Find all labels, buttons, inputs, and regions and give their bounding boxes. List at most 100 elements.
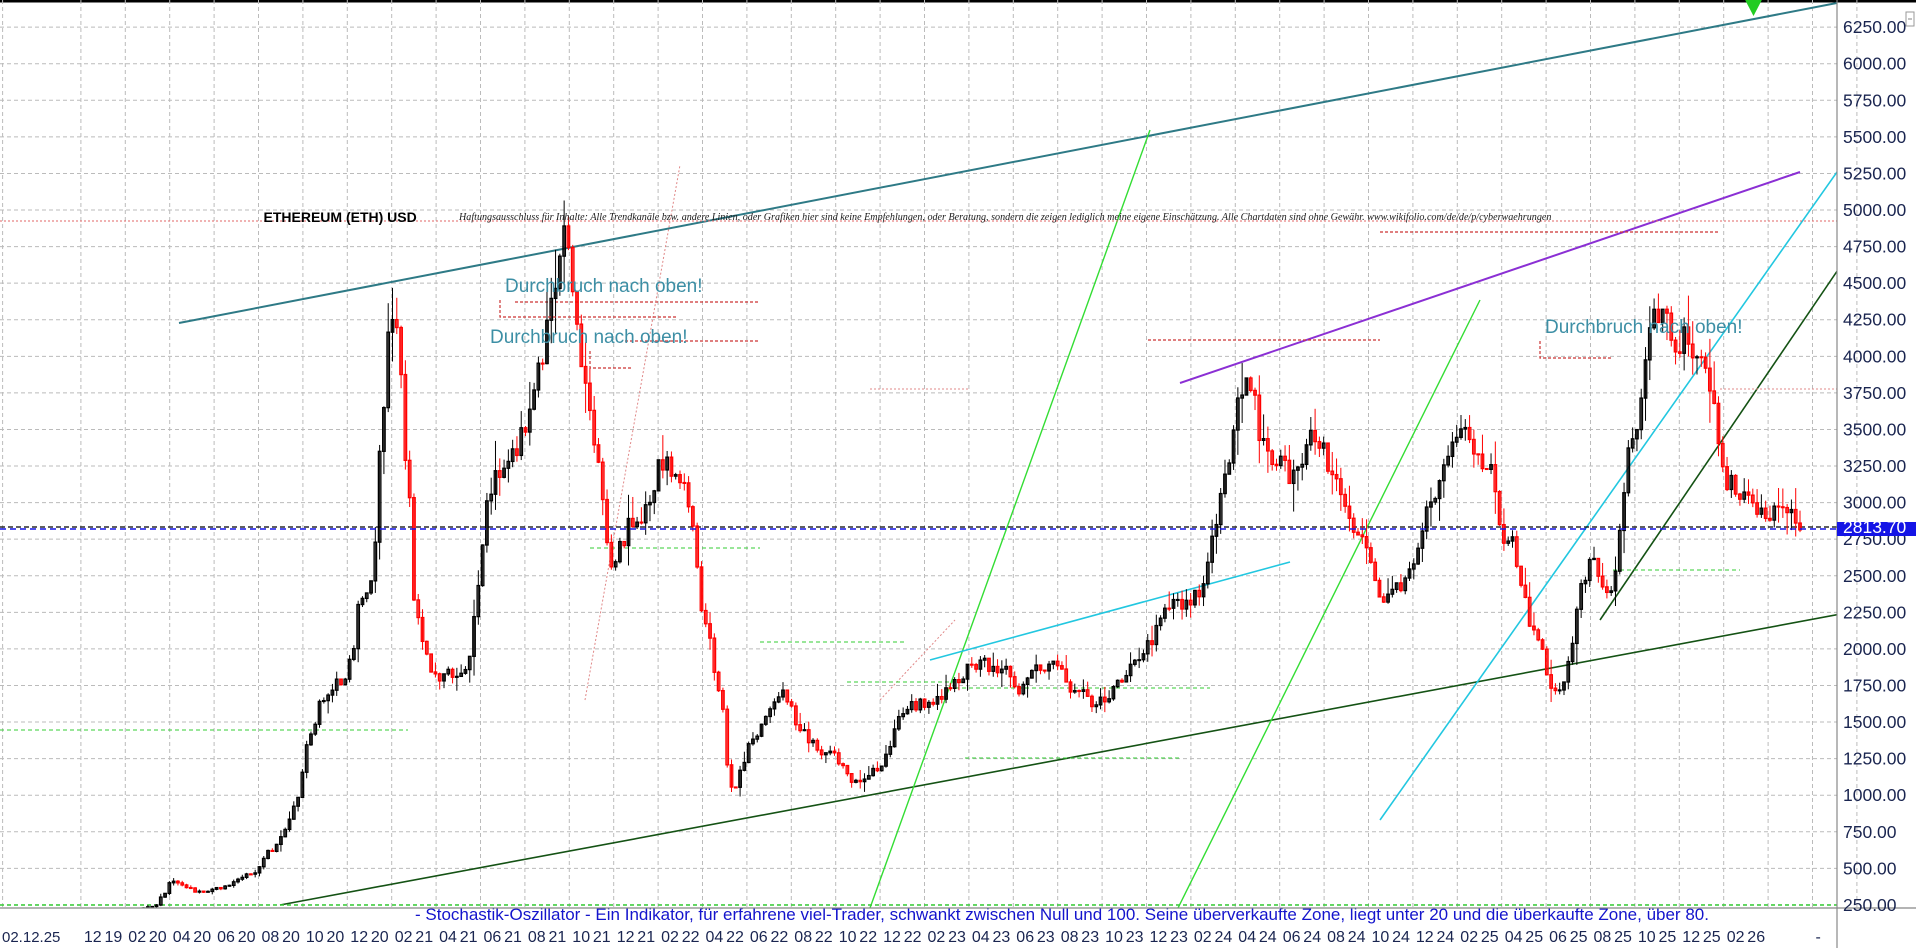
svg-text:3250.00: 3250.00: [1843, 456, 1907, 476]
svg-text:1250.00: 1250.00: [1843, 749, 1907, 769]
svg-text:22: 22: [815, 929, 833, 946]
svg-text:22: 22: [682, 929, 700, 946]
svg-text:06: 06: [1016, 929, 1034, 946]
svg-text:04: 04: [439, 929, 457, 946]
svg-text:23: 23: [1037, 929, 1055, 946]
svg-text:20: 20: [238, 929, 256, 946]
svg-text:10: 10: [306, 929, 324, 946]
svg-text:500.00: 500.00: [1843, 858, 1897, 878]
svg-text:1500.00: 1500.00: [1843, 712, 1907, 732]
svg-text:24: 24: [1259, 929, 1277, 946]
svg-text:24: 24: [1437, 929, 1455, 946]
svg-text:Haftungsausschluss für Inhalte: Haftungsausschluss für Inhalte: Alle Tre…: [458, 212, 1551, 223]
svg-text:6000.00: 6000.00: [1843, 54, 1907, 74]
svg-text:24: 24: [1215, 929, 1233, 946]
svg-text:02: 02: [661, 929, 679, 946]
svg-text:21: 21: [637, 929, 655, 946]
svg-text:5750.00: 5750.00: [1843, 90, 1907, 110]
svg-text:20: 20: [282, 929, 300, 946]
svg-text:12: 12: [84, 929, 102, 946]
svg-text:4750.00: 4750.00: [1843, 237, 1907, 257]
svg-text:2000.00: 2000.00: [1843, 639, 1907, 659]
svg-text:25: 25: [1614, 929, 1632, 946]
svg-text:25: 25: [1570, 929, 1588, 946]
svg-text:25: 25: [1481, 929, 1499, 946]
svg-text:10: 10: [1105, 929, 1123, 946]
svg-text:02: 02: [1727, 929, 1745, 946]
svg-text:750.00: 750.00: [1843, 822, 1897, 842]
svg-text:6250.00: 6250.00: [1843, 17, 1907, 37]
svg-text:04: 04: [706, 929, 724, 946]
svg-text:06: 06: [217, 929, 235, 946]
svg-text:23: 23: [948, 929, 966, 946]
svg-text:23: 23: [1126, 929, 1144, 946]
svg-text:23: 23: [1170, 929, 1188, 946]
svg-text:06: 06: [1549, 929, 1567, 946]
svg-text:23: 23: [1081, 929, 1099, 946]
svg-text:4000.00: 4000.00: [1843, 346, 1907, 366]
svg-text:04: 04: [1238, 929, 1256, 946]
svg-text:02: 02: [128, 929, 146, 946]
svg-text:10: 10: [572, 929, 590, 946]
svg-text:2250.00: 2250.00: [1843, 602, 1907, 622]
svg-text:23: 23: [993, 929, 1011, 946]
svg-text:3500.00: 3500.00: [1843, 419, 1907, 439]
svg-text:20: 20: [193, 929, 211, 946]
svg-text:22: 22: [859, 929, 877, 946]
svg-text:ETHEREUM (ETH) USD: ETHEREUM (ETH) USD: [264, 209, 417, 225]
svg-text:12: 12: [1416, 929, 1434, 946]
svg-text:02: 02: [1460, 929, 1478, 946]
svg-text:10: 10: [839, 929, 857, 946]
svg-text:250.00: 250.00: [1843, 895, 1897, 915]
svg-text:06: 06: [1283, 929, 1301, 946]
svg-text:08: 08: [794, 929, 812, 946]
svg-text:21: 21: [415, 929, 433, 946]
svg-text:1000.00: 1000.00: [1843, 785, 1907, 805]
svg-text:24: 24: [1348, 929, 1366, 946]
svg-text:25: 25: [1703, 929, 1721, 946]
svg-text:-: -: [1816, 929, 1821, 946]
svg-text:12: 12: [1682, 929, 1700, 946]
svg-text:12: 12: [883, 929, 901, 946]
svg-text:5250.00: 5250.00: [1843, 163, 1907, 183]
svg-text:06: 06: [750, 929, 768, 946]
svg-text:08: 08: [262, 929, 280, 946]
svg-text:24: 24: [1392, 929, 1410, 946]
svg-text:04: 04: [173, 929, 191, 946]
svg-text:20: 20: [149, 929, 167, 946]
svg-text:19: 19: [105, 929, 123, 946]
svg-text:4250.00: 4250.00: [1843, 310, 1907, 330]
svg-text:24: 24: [1303, 929, 1321, 946]
svg-text:08: 08: [528, 929, 546, 946]
svg-text:26: 26: [1747, 929, 1765, 946]
svg-text:25: 25: [1659, 929, 1677, 946]
svg-text:10: 10: [1638, 929, 1656, 946]
svg-text:02: 02: [928, 929, 946, 946]
svg-text:5000.00: 5000.00: [1843, 200, 1907, 220]
svg-text:2500.00: 2500.00: [1843, 566, 1907, 586]
svg-text:20: 20: [371, 929, 389, 946]
svg-text:5500.00: 5500.00: [1843, 127, 1907, 147]
svg-text:12: 12: [617, 929, 635, 946]
svg-text:21: 21: [593, 929, 611, 946]
svg-text:02: 02: [1194, 929, 1212, 946]
svg-text:22: 22: [904, 929, 922, 946]
svg-text:21: 21: [504, 929, 522, 946]
svg-text:Durchbruch nach oben!: Durchbruch nach oben!: [505, 276, 703, 297]
svg-text:1750.00: 1750.00: [1843, 675, 1907, 695]
svg-text:4500.00: 4500.00: [1843, 273, 1907, 293]
svg-text:04: 04: [972, 929, 990, 946]
svg-text:Durchbruch nach oben!: Durchbruch nach oben!: [490, 327, 688, 348]
svg-text:08: 08: [1594, 929, 1612, 946]
svg-text:02: 02: [395, 929, 413, 946]
svg-text:21: 21: [549, 929, 567, 946]
svg-text:Durchbruch nach oben!: Durchbruch nach oben!: [1545, 317, 1743, 338]
svg-text:21: 21: [460, 929, 478, 946]
svg-text:25: 25: [1525, 929, 1543, 946]
svg-text:06: 06: [484, 929, 502, 946]
svg-text:3000.00: 3000.00: [1843, 493, 1907, 513]
svg-text:10: 10: [1372, 929, 1390, 946]
svg-text:12: 12: [1150, 929, 1168, 946]
svg-text:02.12.25: 02.12.25: [2, 929, 60, 946]
svg-text:2813.70: 2813.70: [1843, 517, 1907, 537]
